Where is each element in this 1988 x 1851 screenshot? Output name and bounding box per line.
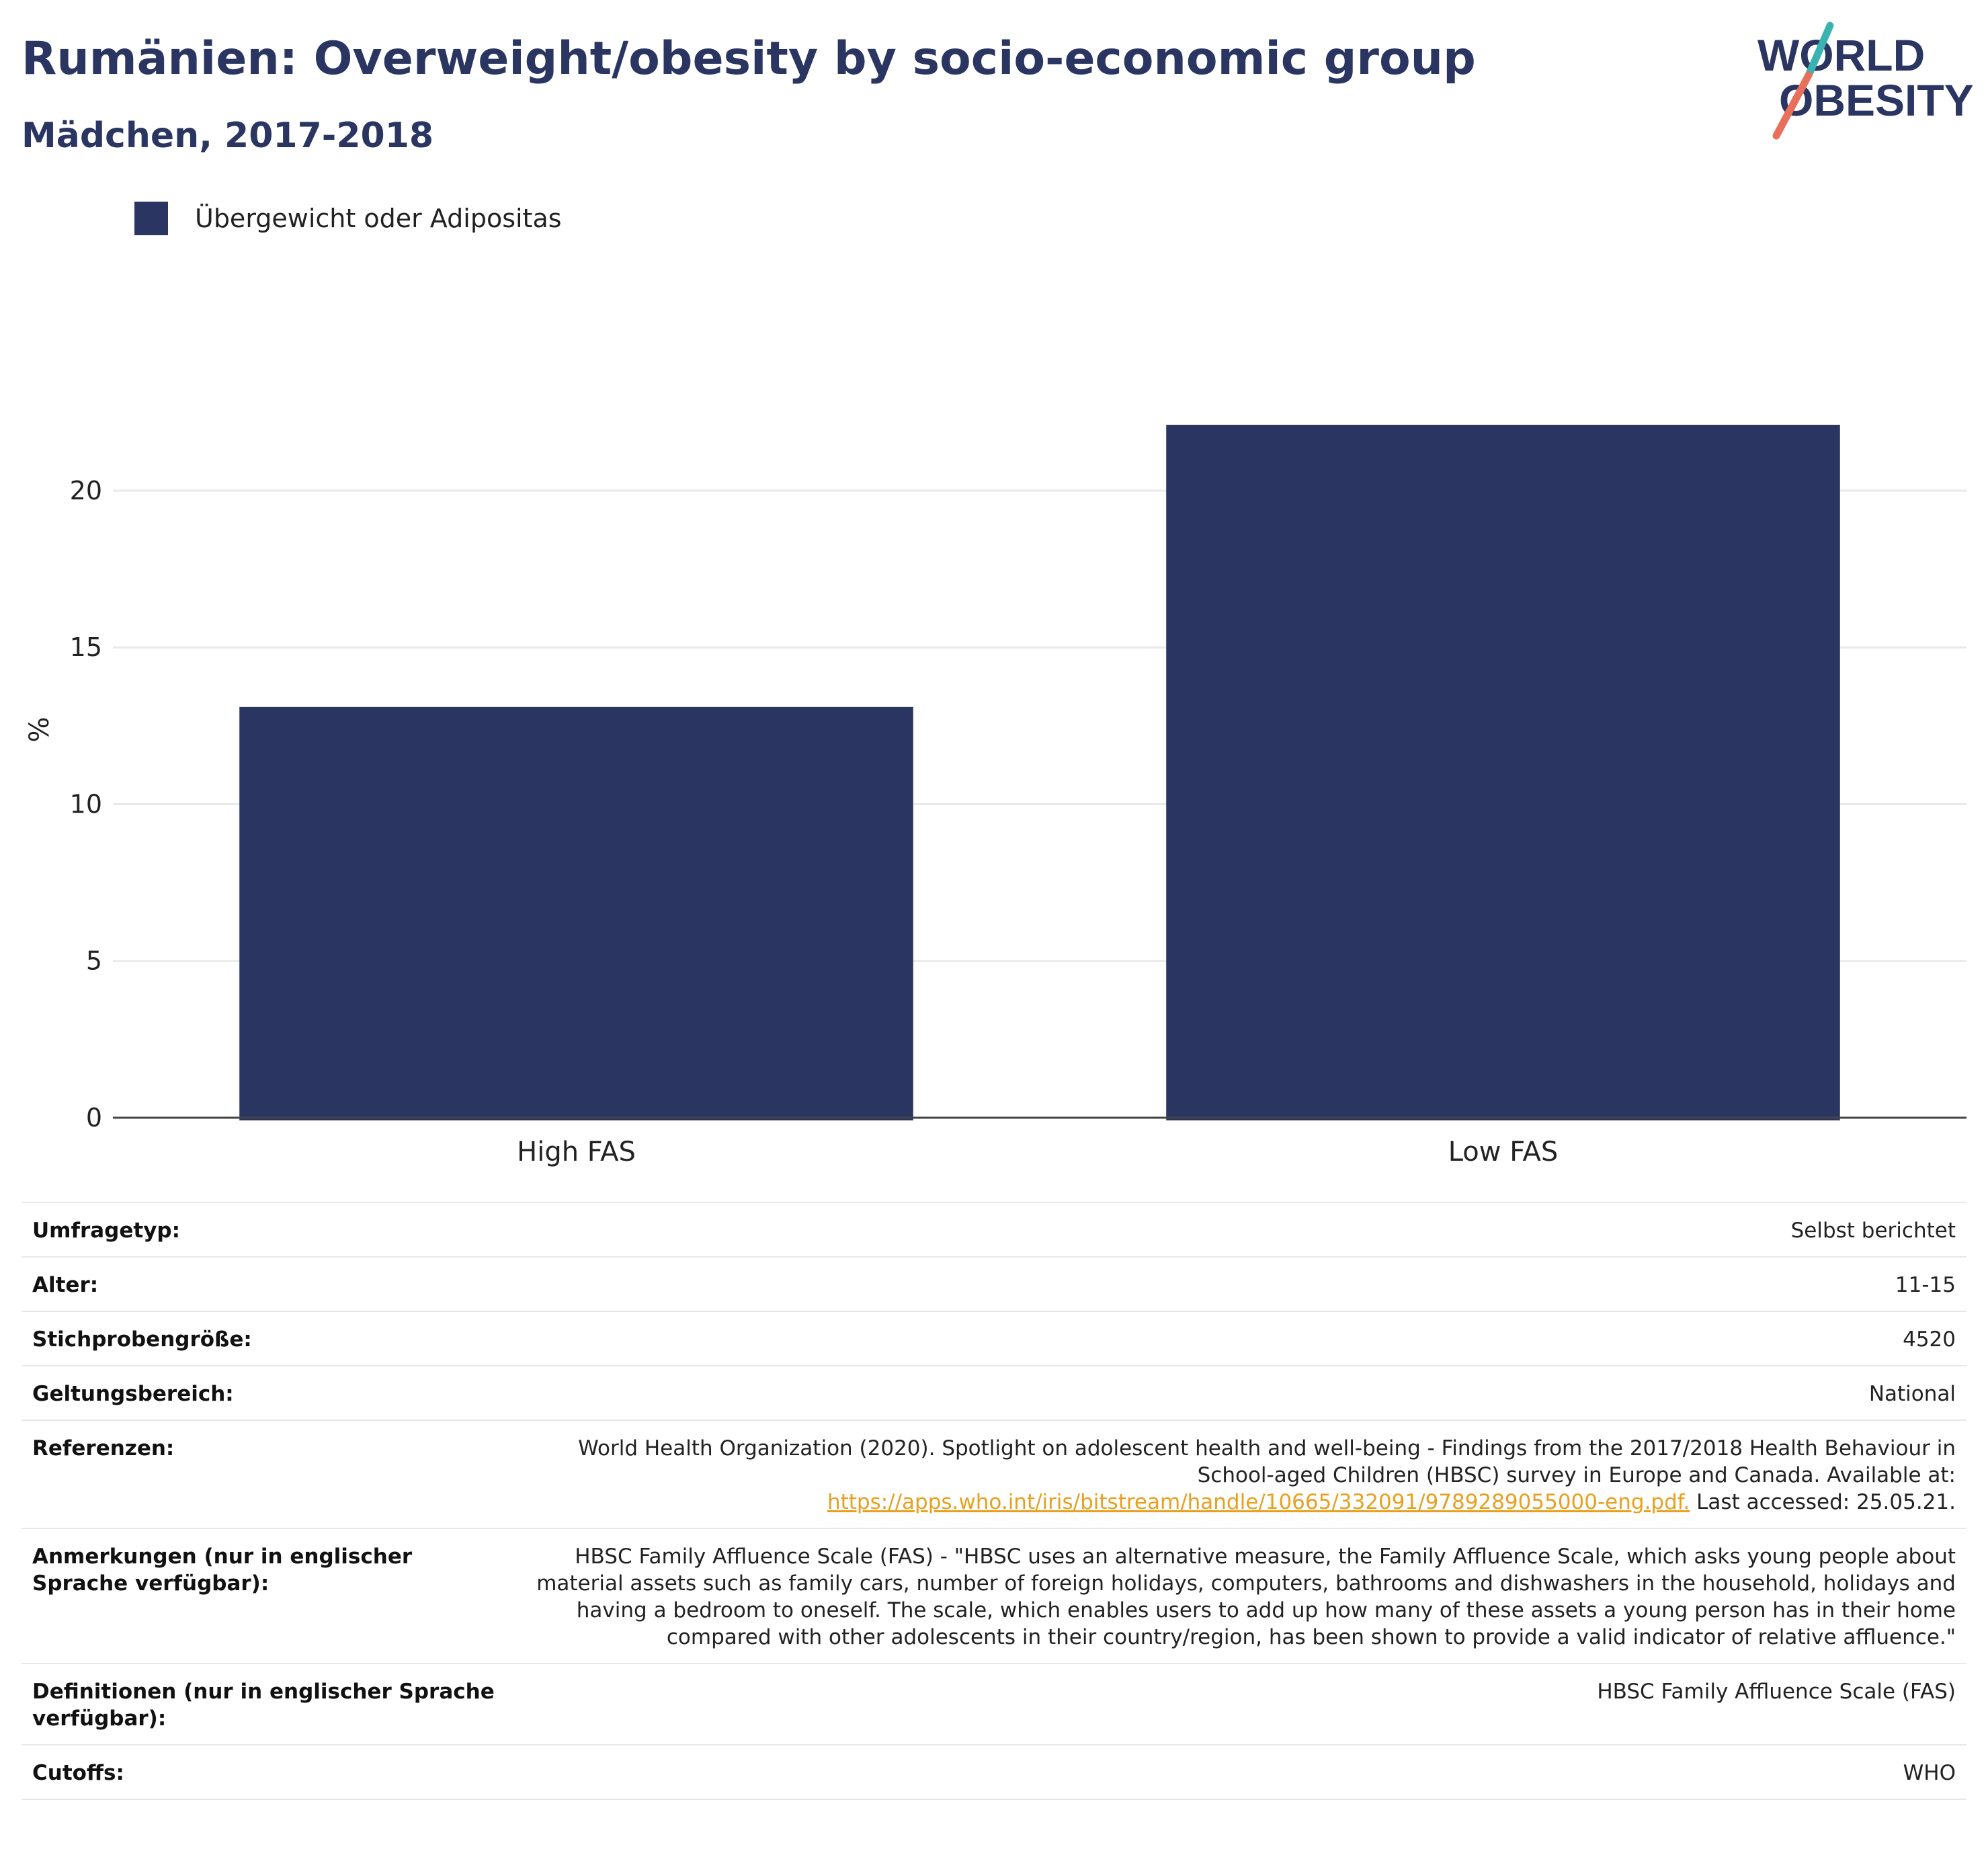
y-tick-label: 5 [86, 946, 102, 976]
info-value: 4520 [505, 1311, 1966, 1366]
info-label: Anmerkungen (nur in englischer Sprache v… [22, 1528, 505, 1663]
info-value: National [505, 1365, 1966, 1420]
legend-swatch [134, 202, 168, 235]
info-value: Selbst berichtet [505, 1202, 1966, 1257]
info-value-suffix: Last accessed: 25.05.21. [1690, 1490, 1956, 1514]
legend-label: Übergewicht oder Adipositas [195, 204, 562, 233]
bar [239, 706, 913, 1120]
y-axis-title: % [24, 716, 55, 742]
info-row: Referenzen: World Health Organization (20… [22, 1420, 1966, 1528]
info-row: Geltungsbereich: National [22, 1365, 1966, 1420]
info-value: World Health Organization (2020). Spotli… [505, 1420, 1966, 1528]
info-value-text: WHO [1903, 1761, 1956, 1785]
info-value: 11-15 [505, 1256, 1966, 1311]
world-obesity-logo: WORLD OBESITY [1757, 22, 1973, 140]
info-row: Alter: 11-15 [22, 1256, 1966, 1311]
info-row: Cutoffs: WHO [22, 1744, 1966, 1800]
info-label: Definitionen (nur in englischer Sprache … [22, 1663, 505, 1745]
chart-subtitle: Mädchen, 2017-2018 [22, 116, 434, 156]
info-row: Anmerkungen (nur in englischer Sprache v… [22, 1528, 1966, 1663]
logo-slash-top [1805, 22, 1834, 79]
info-row: Definitionen (nur in englischer Sprache … [22, 1663, 1966, 1745]
info-value-text: National [1868, 1382, 1956, 1406]
chart-title: Rumänien: Overweight/obesity by socio-ec… [22, 32, 1476, 85]
info-label: Umfragetyp: [22, 1202, 505, 1257]
bar-chart: 0 5 10 15 20 High FAS Low FAS% [24, 424, 1966, 1167]
info-value-text: Selbst berichtet [1790, 1219, 1956, 1243]
logo-text-world: WORLD [1757, 30, 1925, 80]
info-value-text: HBSC Family Affluence Scale (FAS) [1597, 1680, 1956, 1704]
y-tick-label: 20 [70, 476, 102, 505]
logo-slash-bottom [1772, 71, 1813, 140]
x-tick-label: High FAS [517, 1137, 636, 1167]
info-label: Stichprobengröße: [22, 1311, 505, 1366]
bar [1166, 424, 1840, 1121]
info-value-text: World Health Organization (2020). Spotli… [578, 1436, 1956, 1487]
info-value-text: 4520 [1903, 1327, 1956, 1352]
info-value-text: 11-15 [1895, 1273, 1956, 1297]
info-label: Geltungsbereich: [22, 1365, 505, 1420]
info-label: Cutoffs: [22, 1744, 505, 1800]
info-value: WHO [505, 1744, 1966, 1800]
info-value-text: HBSC Family Affluence Scale (FAS) - "HBS… [536, 1545, 1956, 1649]
legend[interactable]: Übergewicht oder Adipositas [134, 202, 562, 235]
info-row: Stichprobengröße: 4520 [22, 1311, 1966, 1366]
info-label: Referenzen: [22, 1420, 505, 1528]
y-tick-label: 10 [70, 789, 102, 819]
info-value: HBSC Family Affluence Scale (FAS) [505, 1663, 1966, 1745]
info-table: Umfragetyp: Selbst berichtet Alter: 11-15 St… [22, 1202, 1966, 1800]
info-row: Umfragetyp: Selbst berichtet [22, 1202, 1966, 1257]
x-tick-label: Low FAS [1448, 1137, 1559, 1167]
info-label: Alter: [22, 1256, 505, 1311]
logo-text-obesity: OBESITY [1779, 75, 1973, 125]
y-tick-label: 0 [86, 1103, 102, 1133]
y-tick-label: 15 [70, 632, 102, 662]
info-value: HBSC Family Affluence Scale (FAS) - "HBS… [505, 1528, 1966, 1663]
reference-link[interactable]: https://apps.who.int/iris/bitstream/hand… [827, 1490, 1690, 1514]
